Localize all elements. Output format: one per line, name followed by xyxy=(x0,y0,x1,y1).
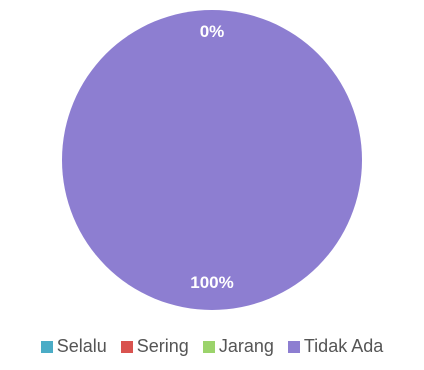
legend-label-sering: Sering xyxy=(136,336,189,356)
pie-slice-tidak-ada xyxy=(62,10,362,310)
legend-item-sering: Sering xyxy=(120,336,189,357)
legend-item-tidak-ada: Tidak Ada xyxy=(287,336,384,357)
chart-legend: Selalu Sering Jarang Tidak Ada xyxy=(0,336,424,357)
legend-swatch-tidak-ada xyxy=(287,340,300,353)
legend-label-jarang: Jarang xyxy=(218,336,274,356)
legend-item-selalu: Selalu xyxy=(40,336,107,357)
legend-swatch-jarang xyxy=(202,340,215,353)
data-label-selalu: 0% xyxy=(200,22,225,41)
legend-swatch-selalu xyxy=(40,340,53,353)
legend-swatch-sering xyxy=(120,340,133,353)
legend-label-selalu: Selalu xyxy=(56,336,107,356)
legend-item-jarang: Jarang xyxy=(202,336,274,357)
pie-plot-area: 0% 100% xyxy=(62,10,362,310)
data-label-tidak-ada: 100% xyxy=(190,273,233,292)
legend-label-tidak-ada: Tidak Ada xyxy=(303,336,384,356)
